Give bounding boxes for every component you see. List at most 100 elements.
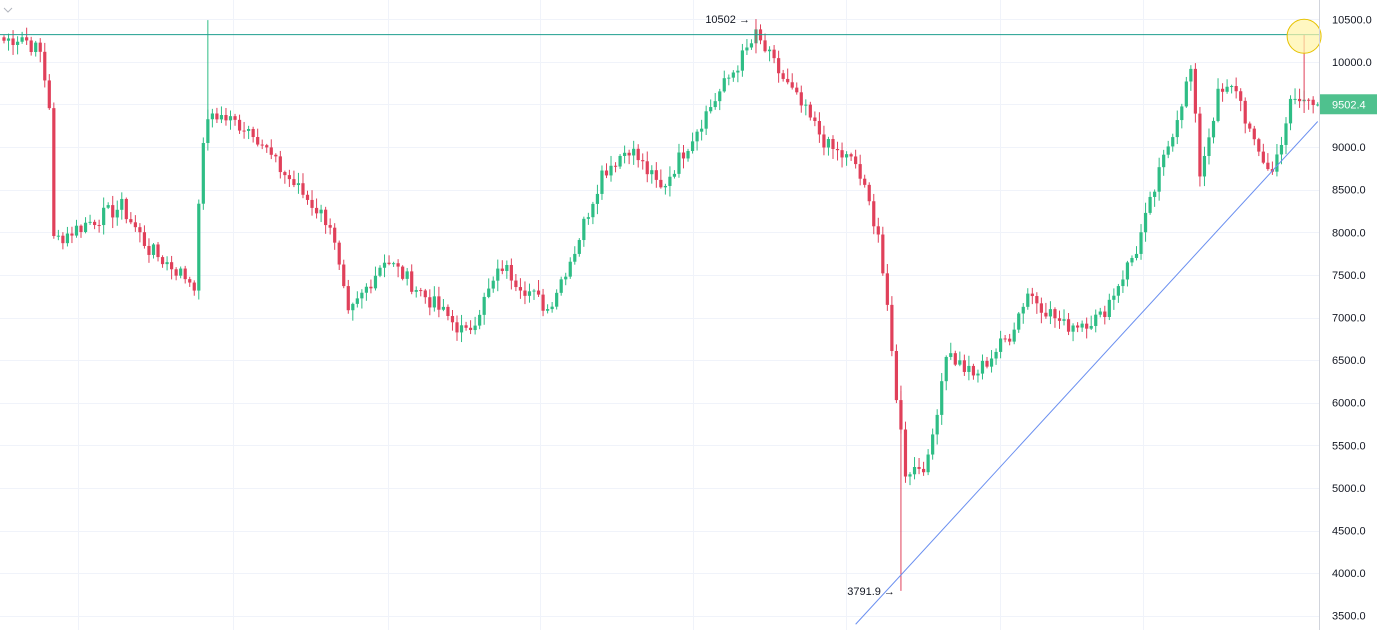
candle-body — [1225, 86, 1229, 92]
candle-body — [505, 265, 509, 271]
candle-body — [464, 325, 468, 328]
candle-body — [835, 148, 840, 151]
candle-body — [718, 91, 722, 102]
candle-body — [654, 170, 658, 180]
candle-body — [1248, 123, 1252, 129]
candle-body — [813, 117, 817, 122]
candle-body — [636, 148, 640, 161]
candle-body — [1125, 262, 1130, 280]
candle-body — [550, 306, 554, 310]
candle-body — [170, 262, 174, 270]
candle-body — [1257, 139, 1261, 152]
candle-body — [681, 152, 686, 159]
candle-body — [1071, 325, 1075, 332]
candle-body — [1053, 309, 1057, 319]
candle-body — [999, 338, 1003, 352]
grid-lines — [0, 0, 1319, 630]
candle-body — [1030, 293, 1034, 297]
candle-body — [414, 290, 418, 292]
candle-body — [405, 271, 409, 279]
candle-body — [283, 172, 287, 176]
candle-body — [1297, 98, 1302, 102]
candle-body — [38, 42, 42, 52]
candle-body — [437, 296, 441, 310]
candle-body — [591, 203, 595, 218]
candle-body — [206, 119, 210, 144]
price-annotation-label: 10502 → — [705, 14, 750, 26]
candle-body — [749, 43, 754, 48]
candle-body — [903, 429, 908, 477]
candle-body — [455, 322, 459, 333]
candle-body — [260, 144, 264, 146]
candle-body — [419, 290, 423, 292]
candle-body — [917, 466, 921, 469]
candle-body — [822, 134, 826, 148]
candle-body — [958, 360, 962, 365]
candle-body — [949, 353, 953, 357]
candle-body — [623, 152, 627, 156]
y-tick-label: 6000.0 — [1332, 398, 1366, 410]
price-annotation-label: 3791.9 → — [847, 586, 895, 598]
candle-body — [817, 121, 821, 135]
candle-body — [1134, 253, 1139, 258]
candle-body — [496, 268, 500, 281]
candle-body — [704, 111, 708, 129]
candle-body — [120, 198, 124, 210]
candle-body — [967, 365, 971, 372]
candle-body — [1076, 325, 1080, 328]
candle-body — [613, 165, 618, 167]
candle-body — [808, 104, 812, 118]
candle-body — [700, 128, 704, 132]
candle-body — [772, 49, 776, 59]
candle-body — [604, 170, 609, 176]
candle-body — [265, 145, 269, 148]
candle-body — [1089, 325, 1093, 329]
candle-body — [931, 434, 935, 455]
candle-body — [29, 40, 33, 53]
candle-body — [663, 185, 667, 188]
candle-body — [151, 244, 156, 255]
candle-body — [1230, 86, 1234, 88]
candle-body — [1103, 311, 1107, 318]
candle-body — [61, 235, 65, 244]
drawing-lines[interactable] — [0, 18, 1322, 625]
candle-body — [1080, 323, 1084, 328]
price-axis[interactable]: 10500.010000.09500.09000.08500.08000.075… — [1319, 0, 1372, 630]
candle-body — [346, 286, 350, 311]
last-price-label: 9502.4 — [1332, 99, 1366, 111]
candle-body — [387, 262, 391, 264]
candle-body — [1012, 329, 1016, 342]
candle-body — [1066, 319, 1071, 332]
candle-body — [156, 244, 160, 258]
candle-body — [1198, 113, 1202, 177]
candle-body — [43, 51, 47, 81]
candle-body — [1239, 91, 1243, 101]
candle-body — [1220, 88, 1225, 92]
candle-body — [160, 257, 165, 265]
candle-body — [935, 414, 939, 435]
chevron-down-icon[interactable] — [3, 7, 13, 13]
candle-body — [314, 207, 319, 214]
candle-body — [514, 280, 518, 288]
candle-body — [478, 314, 482, 326]
candle-body — [1279, 144, 1284, 155]
y-tick-label: 7000.0 — [1332, 313, 1366, 325]
candle-body — [854, 156, 858, 165]
candle-body — [500, 268, 504, 271]
candle-body — [147, 245, 151, 255]
candle-body — [201, 143, 205, 204]
candle-body — [410, 271, 414, 292]
last-price-badge: 9502.4 — [1320, 94, 1377, 115]
candle-body — [355, 298, 359, 304]
candle-body — [989, 358, 994, 367]
candle-body — [777, 58, 781, 74]
y-tick-label: 10000.0 — [1332, 57, 1372, 69]
candle-body — [487, 288, 491, 297]
candle-body — [555, 292, 559, 307]
candle-body — [305, 194, 310, 200]
candle-body — [1094, 314, 1098, 326]
candle-body — [1171, 137, 1175, 147]
candle-body — [1311, 99, 1315, 106]
candle-body — [228, 116, 233, 121]
